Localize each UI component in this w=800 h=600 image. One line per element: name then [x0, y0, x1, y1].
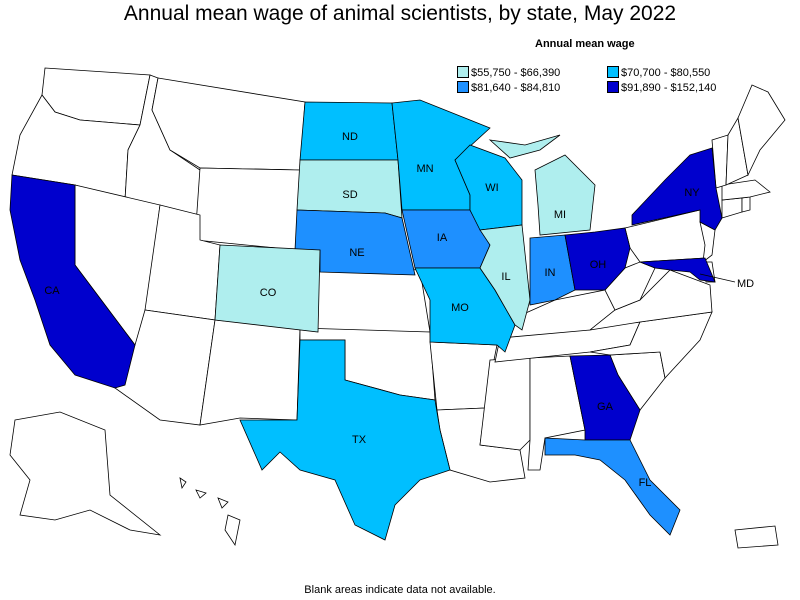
legend-item-2: $70,700 - $80,550 [607, 66, 710, 79]
state-fl [544, 437, 681, 536]
legend-label-4: $91,890 - $152,140 [621, 82, 717, 94]
state-ma [721, 179, 771, 201]
state-ny [631, 147, 723, 231]
state-ak [9, 411, 162, 536]
state-ca [9, 174, 136, 389]
state-nc [589, 311, 713, 379]
legend-swatch-2 [607, 66, 619, 78]
state-ga [569, 354, 641, 441]
blank-states [9, 67, 786, 549]
label-sd: SD [342, 189, 357, 201]
label-ne: NE [349, 247, 364, 259]
label-co: CO [260, 287, 277, 299]
label-tx: TX [352, 434, 367, 446]
state-hi [179, 477, 241, 547]
map-title: Annual mean wage of animal scientists, b… [123, 2, 677, 25]
state-co [214, 244, 321, 333]
label-ny: NY [684, 187, 700, 199]
legend-label-1: $55,750 - $66,390 [471, 67, 561, 79]
label-ia: IA [437, 232, 448, 244]
state-me [737, 84, 786, 177]
legend-swatch-3 [457, 81, 469, 93]
label-oh: OH [590, 259, 607, 271]
state-wy [194, 167, 301, 251]
state-ct [721, 197, 743, 219]
label-md: MD [737, 278, 754, 290]
legend-label-2: $70,700 - $80,550 [621, 67, 711, 79]
data-states [9, 99, 723, 541]
state-il [479, 224, 531, 331]
state-nm [199, 319, 301, 426]
legend-swatch-1 [457, 66, 469, 78]
legend-item-4: $91,890 - $152,140 [607, 81, 716, 94]
label-nd: ND [342, 131, 358, 143]
legend-title: Annual mean wage [535, 38, 635, 50]
legend-item-1: $55,750 - $66,390 [457, 66, 560, 79]
label-wi: WI [485, 182, 498, 194]
label-mi: MI [554, 209, 566, 221]
legend-swatch-4 [607, 81, 619, 93]
state-mi [488, 134, 596, 236]
footnote: Blank areas indicate data not available. [304, 584, 496, 596]
legend-item-3: $81,640 - $84,810 [457, 81, 560, 94]
state-md [639, 257, 716, 283]
label-in: IN [545, 267, 556, 279]
state-in [529, 234, 576, 306]
label-mn: MN [416, 163, 433, 175]
state-tx [239, 339, 451, 541]
state-labels: CA ND SD NE CO MN IA MO WI IL IN MI OH N… [44, 131, 754, 489]
legend-label-3: $81,640 - $84,810 [471, 82, 561, 94]
state-ri [741, 196, 751, 213]
md-leader-line [699, 273, 736, 283]
label-ca: CA [44, 285, 60, 297]
label-il: IL [501, 271, 510, 283]
label-mo: MO [451, 302, 469, 314]
label-ga: GA [597, 401, 614, 413]
territory-pr [734, 525, 779, 549]
label-fl: FL [639, 477, 652, 489]
state-oh [564, 227, 631, 291]
